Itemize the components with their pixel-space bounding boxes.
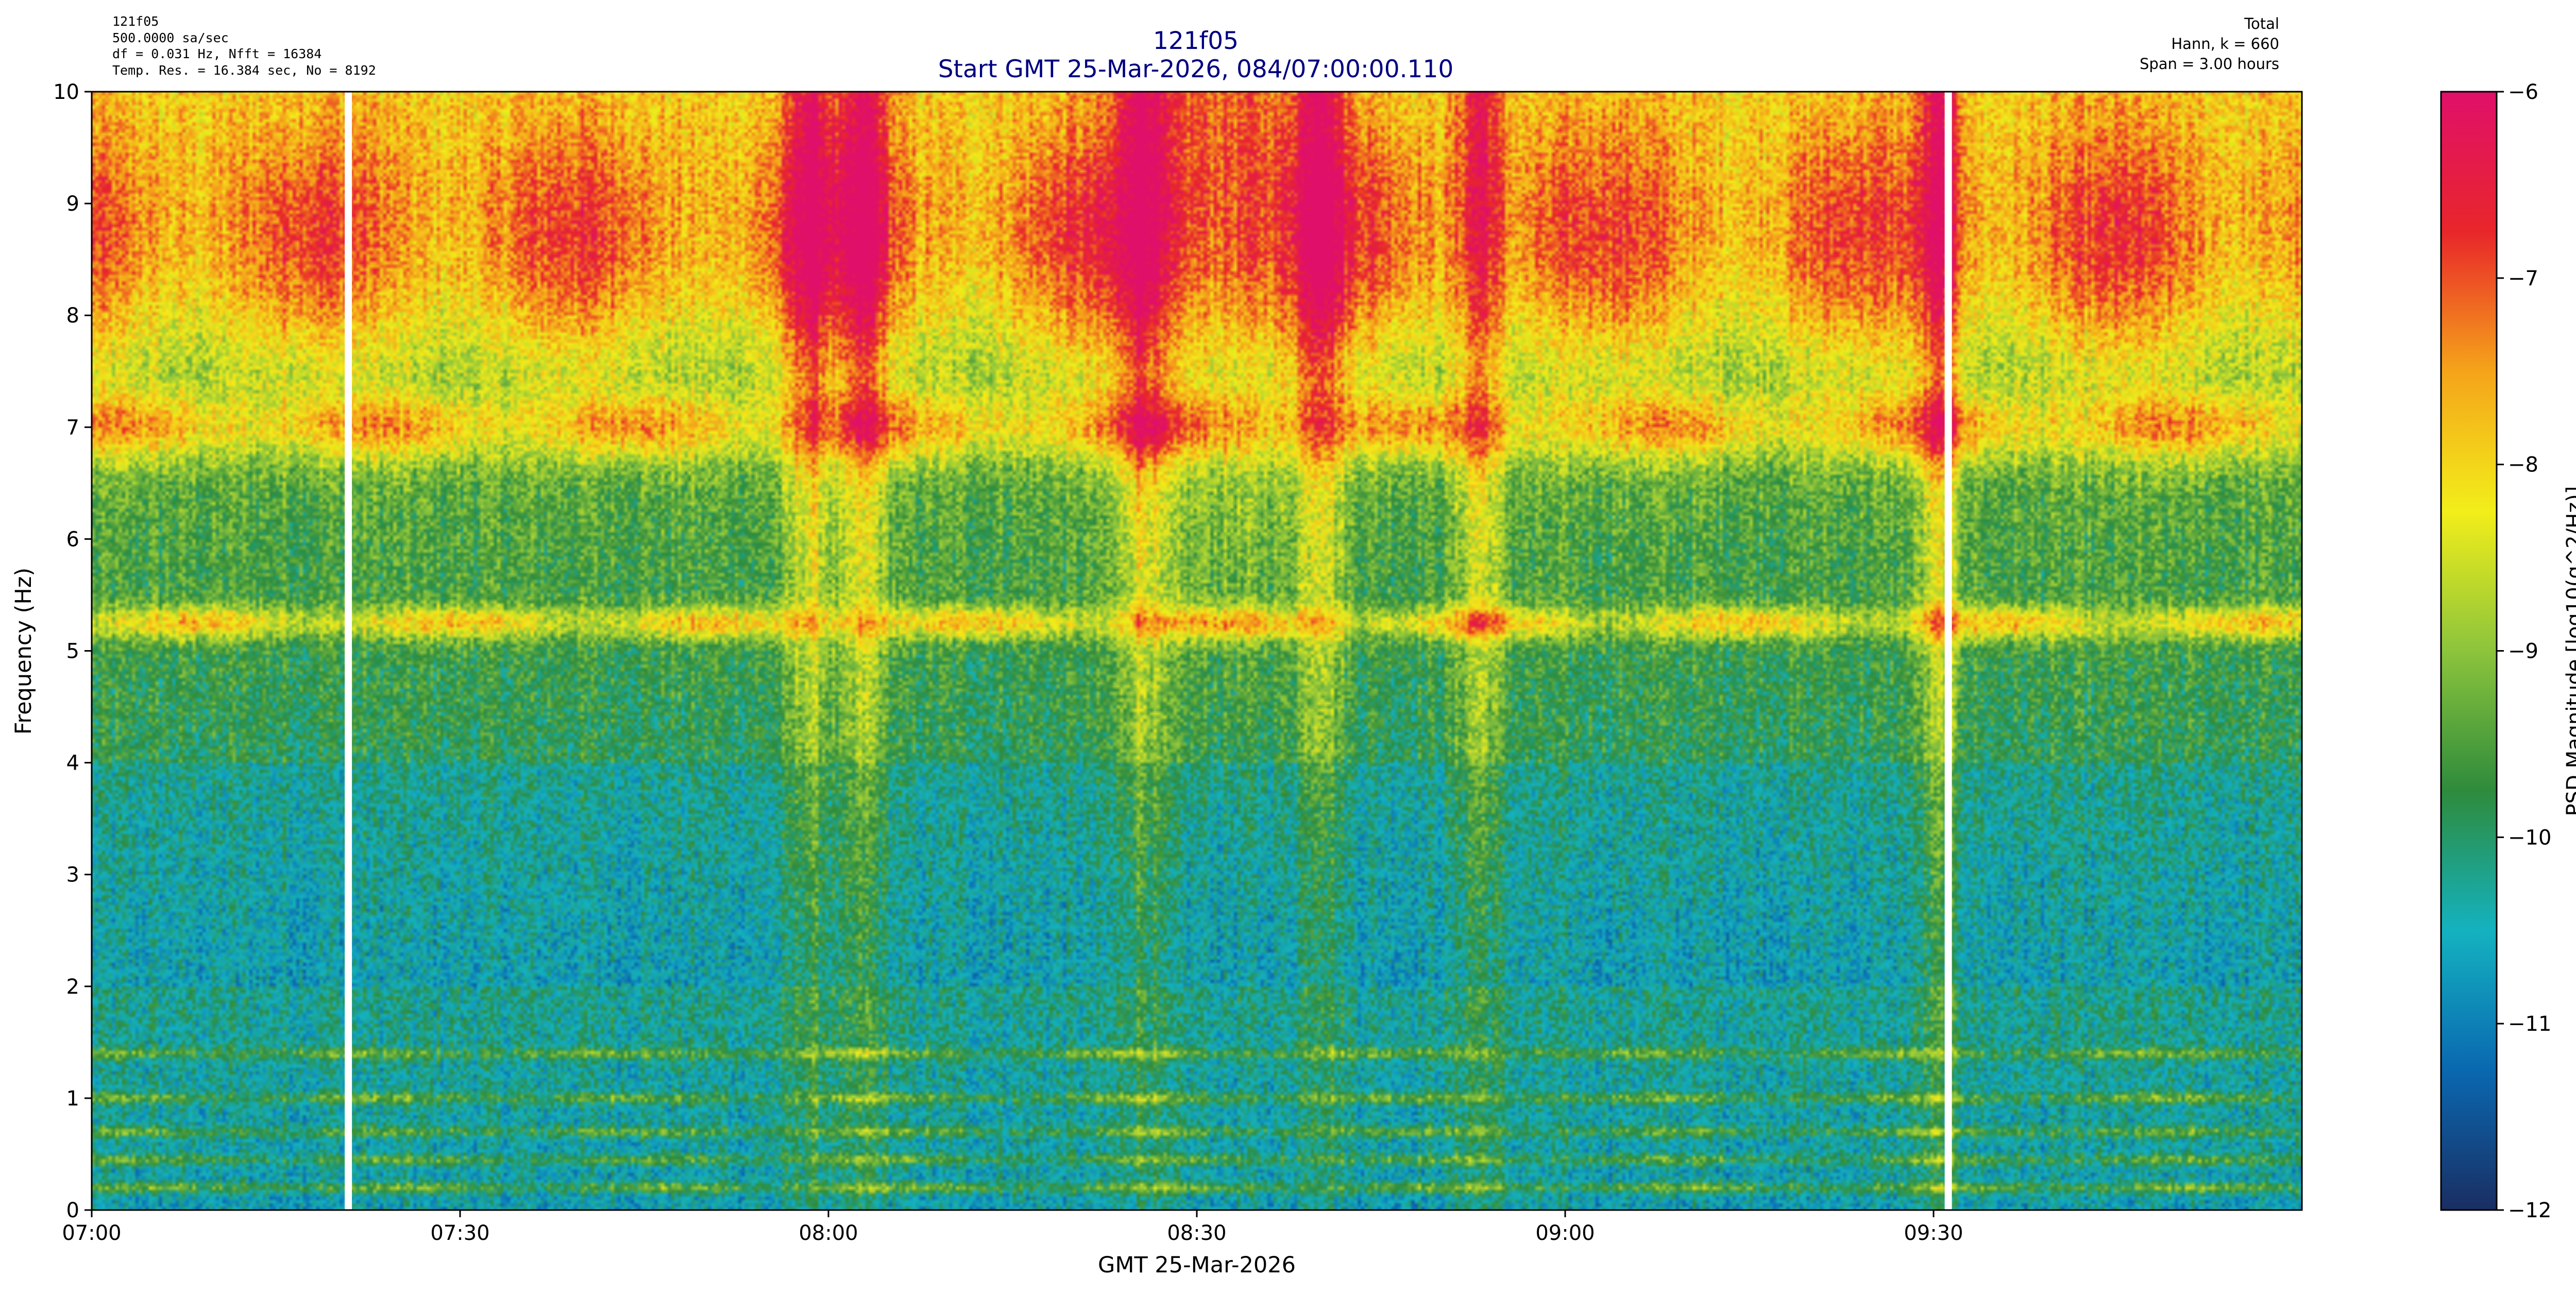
data-gap-0 bbox=[345, 92, 352, 1210]
y-tick-label: 2 bbox=[66, 975, 79, 999]
y-tick-label: 6 bbox=[66, 527, 79, 551]
y-axis-label: Frequency (Hz) bbox=[11, 568, 37, 735]
colorbar-tick-label: −9 bbox=[2508, 640, 2538, 663]
colorbar-tick-label: −12 bbox=[2508, 1199, 2551, 1222]
header-right-line1: Total bbox=[2244, 15, 2279, 32]
colorbar-gradient bbox=[2441, 92, 2497, 1210]
title-line1: 121f05 bbox=[1153, 27, 1239, 55]
spectrogram-image bbox=[92, 92, 2302, 1210]
x-axis-label: GMT 25-Mar-2026 bbox=[1098, 1252, 1296, 1278]
header-left-line3: df = 0.031 Hz, Nfft = 16384 bbox=[112, 46, 321, 61]
colorbar-tick-label: −6 bbox=[2508, 80, 2538, 104]
y-tick-label: 9 bbox=[66, 192, 79, 216]
colorbar-label: PSD Magnitude [log10(g^2/Hz)] bbox=[2563, 486, 2576, 816]
colorbar-tick-label: −8 bbox=[2508, 453, 2538, 477]
x-tick-label: 09:00 bbox=[1535, 1221, 1595, 1245]
header-left-line4: Temp. Res. = 16.384 sec, No = 8192 bbox=[112, 63, 376, 78]
x-tick-label: 09:30 bbox=[1904, 1221, 1963, 1245]
header-right-line3: Span = 3.00 hours bbox=[2140, 55, 2279, 73]
y-tick-label: 5 bbox=[66, 640, 79, 663]
colorbar-tick-label: −11 bbox=[2508, 1012, 2551, 1036]
header-left-line2: 500.0000 sa/sec bbox=[112, 30, 229, 45]
y-tick-label: 4 bbox=[66, 752, 79, 775]
data-gap-layer bbox=[345, 92, 1952, 1210]
colorbar-tick-label: −10 bbox=[2508, 826, 2551, 849]
header-left-info: 121f05 500.0000 sa/sec df = 0.031 Hz, Nf… bbox=[112, 14, 376, 78]
plot-area bbox=[91, 91, 2303, 1211]
y-tick-label: 7 bbox=[66, 416, 79, 439]
data-gap-1 bbox=[1944, 92, 1952, 1210]
y-tick-label: 0 bbox=[66, 1199, 79, 1222]
colorbar-tick-label: −7 bbox=[2508, 267, 2538, 291]
y-axis: 0 1 2 3 4 5 6 7 8 9 10 bbox=[53, 80, 92, 1222]
x-tick-label: 07:30 bbox=[430, 1221, 489, 1245]
y-tick-label: 3 bbox=[66, 863, 79, 887]
title-line2: Start GMT 25-Mar-2026, 084/07:00:00.110 bbox=[938, 55, 1454, 83]
x-tick-label: 07:00 bbox=[62, 1221, 121, 1245]
y-tick-label: 1 bbox=[66, 1087, 79, 1111]
chart-title: 121f05 Start GMT 25-Mar-2026, 084/07:00:… bbox=[938, 27, 1454, 83]
colorbar: −6 −7 −8 −9 −10 −11 −12 PSD Magnitude [log10(g… bbox=[2440, 80, 2576, 1222]
header-left-line1: 121f05 bbox=[112, 14, 159, 29]
header-right-info: Total Hann, k = 660 Span = 3.00 hours bbox=[2140, 15, 2279, 73]
colorbar-ticks: −6 −7 −8 −9 −10 −11 −12 bbox=[2497, 80, 2551, 1222]
header-right-line2: Hann, k = 660 bbox=[2171, 35, 2279, 53]
x-tick-label: 08:30 bbox=[1167, 1221, 1226, 1245]
y-tick-label: 10 bbox=[53, 80, 79, 104]
y-tick-label: 8 bbox=[66, 304, 79, 328]
x-axis: 07:00 07:30 08:00 08:30 09:00 09:30 bbox=[62, 1210, 1963, 1245]
x-tick-label: 08:00 bbox=[799, 1221, 858, 1245]
